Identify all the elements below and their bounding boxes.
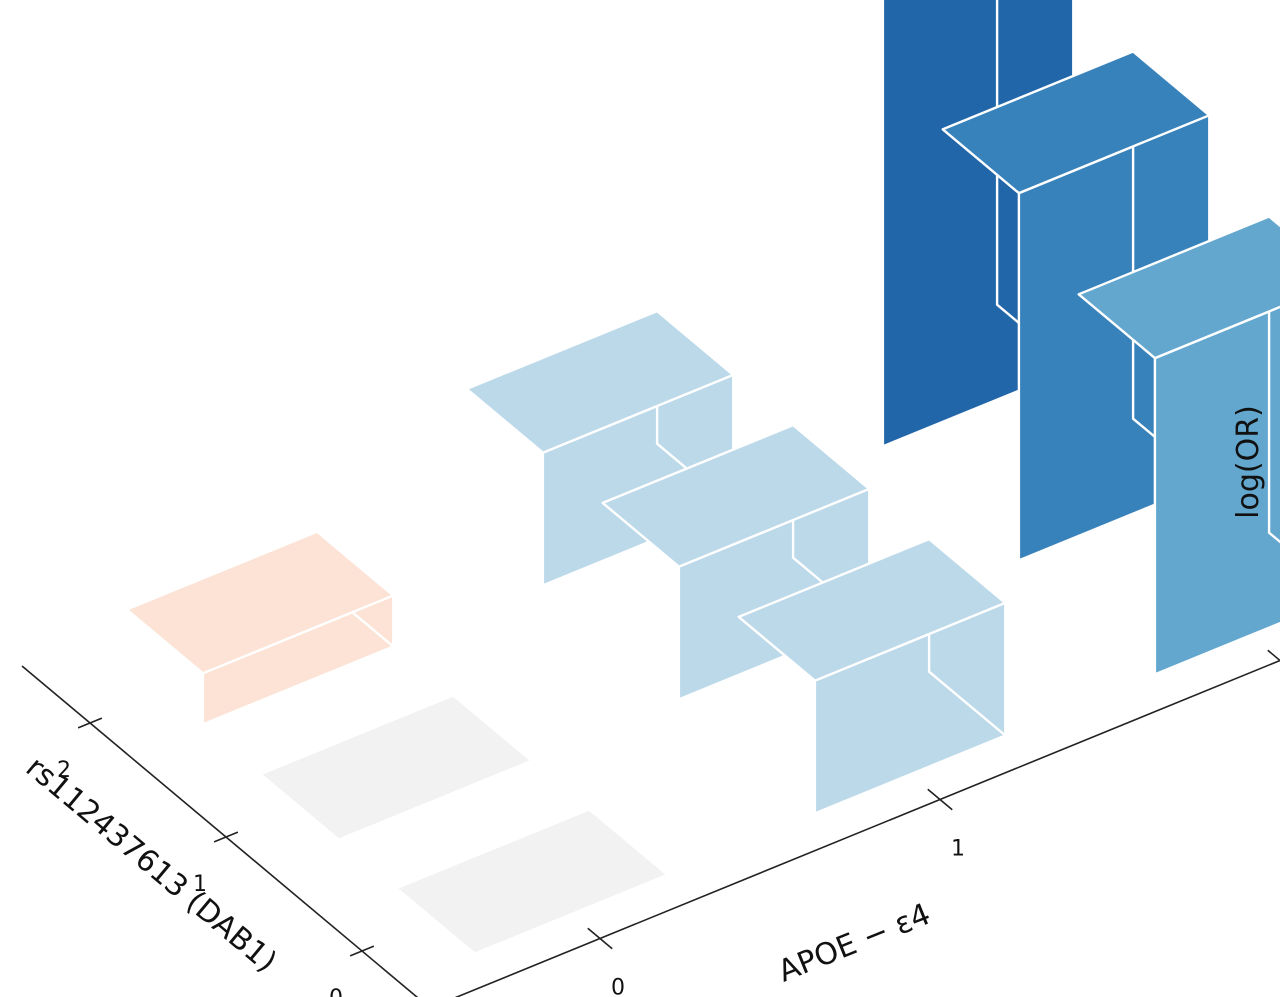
bar-top-face: [465, 309, 735, 454]
bar-base: [398, 810, 666, 953]
bars: [125, 0, 1280, 953]
x-tick-label: 0: [611, 976, 625, 997]
bar: [737, 537, 1007, 815]
bar: [398, 810, 666, 953]
y-tick: [349, 945, 375, 957]
bar-top-face: [601, 423, 871, 568]
x-tick-label: 1: [951, 837, 965, 862]
x-tick: [927, 788, 953, 811]
bar: [125, 530, 395, 726]
y-tick-label: 2: [57, 758, 71, 783]
bar: [465, 309, 735, 587]
bar-top-face: [125, 530, 395, 675]
x-axis-label: APOE − ε4: [773, 897, 935, 990]
bar-top-face: [737, 537, 1007, 682]
z-axis-label: log(OR): [1231, 405, 1266, 519]
y-tick-label: 0: [329, 986, 343, 997]
y-tick-label: 1: [193, 872, 207, 897]
bar-base: [262, 696, 530, 839]
x-tick: [587, 927, 613, 950]
y-axis-label: rs112437613 (DAB1): [19, 750, 283, 980]
bar-front-face: [1153, 305, 1280, 676]
bar: [262, 696, 530, 839]
bar-top-face: [941, 50, 1211, 195]
bar: [1077, 215, 1280, 676]
y-tick: [213, 831, 239, 843]
bar-top-face: [1077, 215, 1280, 360]
y-tick: [77, 717, 103, 729]
x-tick: [1267, 649, 1280, 662]
axes: 012012012345: [21, 649, 1280, 997]
